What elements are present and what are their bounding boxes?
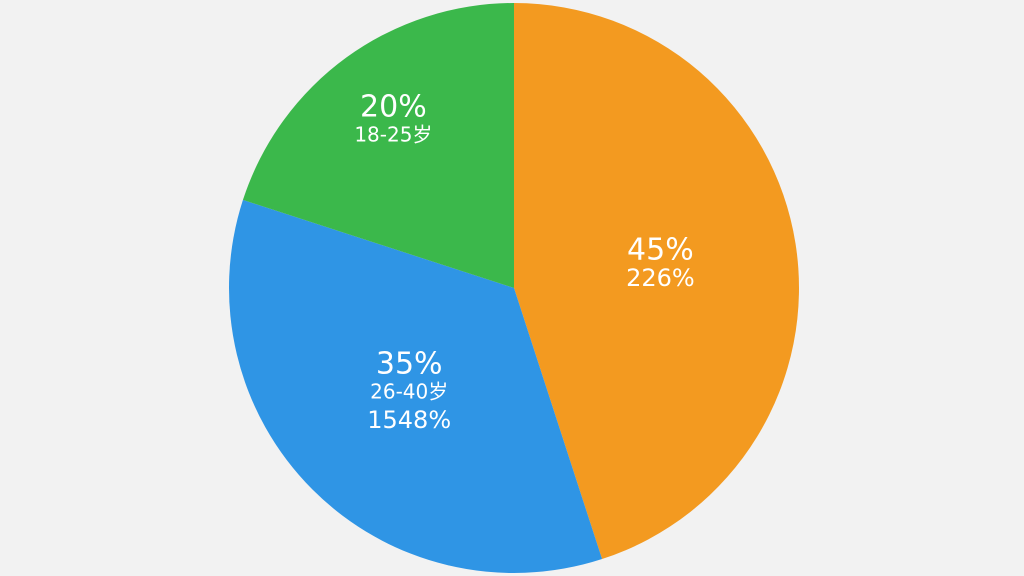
value-label: 35%	[376, 346, 443, 381]
value-label: 45%	[627, 232, 694, 267]
secondary-label: 226%	[626, 264, 695, 292]
category-label: 26-40岁	[370, 379, 448, 403]
secondary-label: 1548%	[367, 406, 451, 434]
pie-slice	[242, 3, 514, 288]
category-label: 18-25岁	[354, 122, 432, 146]
pie-slice	[229, 199, 603, 573]
value-label: 20%	[360, 89, 427, 124]
pie-slice	[514, 3, 799, 560]
